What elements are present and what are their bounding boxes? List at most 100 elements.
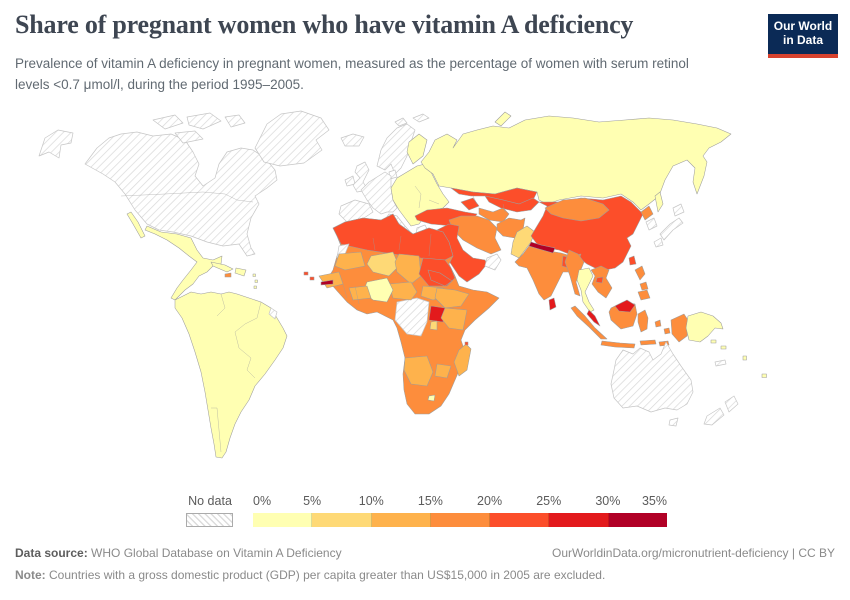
region-indonesia[interactable] xyxy=(570,305,608,340)
region-new-caledonia[interactable] xyxy=(714,359,727,367)
region-australia[interactable] xyxy=(668,417,679,427)
region-mauritania[interactable] xyxy=(334,251,366,271)
region-pacific-islands[interactable] xyxy=(761,373,767,378)
region-japan[interactable] xyxy=(672,203,685,217)
region-lesser-antilles[interactable] xyxy=(252,273,256,277)
legend-tick-0%: 0% xyxy=(253,494,272,508)
legend-segment-30–35%[interactable] xyxy=(608,513,667,527)
footer-source-label: Data source: xyxy=(15,546,88,560)
region-papua-new-guinea[interactable] xyxy=(685,311,724,343)
region-zimbabwe[interactable] xyxy=(434,363,452,379)
legend-segment-10–15%[interactable] xyxy=(371,513,431,527)
region-russia[interactable] xyxy=(494,111,512,127)
region-new-zealand[interactable] xyxy=(724,395,739,413)
region-french-guiana[interactable] xyxy=(268,307,278,320)
legend-nodata-swatch[interactable] xyxy=(186,513,233,527)
region-thailand[interactable] xyxy=(576,267,595,313)
region-kenya[interactable] xyxy=(440,307,468,331)
region-russia[interactable] xyxy=(654,191,664,213)
region-myanmar[interactable] xyxy=(564,249,585,297)
region-rwanda-burundi[interactable] xyxy=(429,320,438,331)
region-new-zealand[interactable] xyxy=(703,407,725,426)
region-cuba[interactable] xyxy=(210,261,234,273)
region-lesser-antilles[interactable] xyxy=(254,279,258,283)
region-sri-lanka[interactable] xyxy=(548,297,557,311)
region-china[interactable] xyxy=(595,276,604,284)
region-pacific-islands[interactable] xyxy=(710,339,717,344)
region-japan[interactable] xyxy=(659,217,684,241)
region-russia[interactable] xyxy=(420,115,732,211)
region-indonesia[interactable] xyxy=(637,309,649,333)
region-australia[interactable] xyxy=(610,341,694,413)
region-comoros[interactable] xyxy=(464,341,469,346)
region-jamaica[interactable] xyxy=(224,272,232,278)
legend-tick-30%: 30% xyxy=(595,494,621,508)
region-malaysia[interactable] xyxy=(614,299,636,313)
region-indonesia[interactable] xyxy=(600,340,636,349)
legend-segment-25–30%[interactable] xyxy=(549,513,609,527)
region-greenland[interactable] xyxy=(254,110,330,167)
region-namibia-botswana[interactable] xyxy=(403,355,434,387)
region-philippines[interactable] xyxy=(639,281,649,291)
region-dr-congo[interactable] xyxy=(394,297,430,337)
region-north-africa[interactable] xyxy=(332,213,454,261)
footer-url-link[interactable]: OurWorldinData.org/micronutrient-deficie… xyxy=(552,546,835,560)
region-north-korea[interactable] xyxy=(640,205,654,221)
region-cape-verde[interactable] xyxy=(309,276,315,281)
region-arctic-islands[interactable] xyxy=(224,114,246,128)
region-gambia[interactable] xyxy=(320,279,334,286)
region-eritrea[interactable] xyxy=(427,269,453,287)
region-taiwan[interactable] xyxy=(628,255,637,266)
region-oman-uae[interactable] xyxy=(484,253,502,271)
region-indonesia[interactable] xyxy=(670,313,689,343)
legend-segment-15–20%[interactable] xyxy=(430,513,491,527)
region-baja[interactable] xyxy=(126,211,146,239)
region-lesser-antilles[interactable] xyxy=(253,285,257,289)
region-indonesia[interactable] xyxy=(639,339,657,346)
region-finland[interactable] xyxy=(406,133,428,165)
legend-segment-0–5%[interactable] xyxy=(253,513,313,527)
region-mexico-central-america[interactable] xyxy=(144,225,223,301)
region-niger[interactable] xyxy=(366,251,400,277)
region-pacific-islands[interactable] xyxy=(720,345,727,350)
region-pacific-islands[interactable] xyxy=(742,355,747,361)
region-caucasus[interactable] xyxy=(460,197,480,211)
region-south-korea[interactable] xyxy=(645,217,658,231)
owid-logo[interactable]: Our World in Data xyxy=(768,14,838,58)
region-south-america[interactable] xyxy=(174,291,288,459)
legend-ticks: 0% 5% 10% 15% 20% 25% 30% 35% xyxy=(253,494,667,510)
region-japan[interactable] xyxy=(653,237,664,248)
world-choropleth-map xyxy=(25,108,825,480)
region-iceland[interactable] xyxy=(340,133,365,147)
region-turkmenistan[interactable] xyxy=(478,207,510,223)
region-arctic-islands[interactable] xyxy=(152,114,184,130)
region-malaysia[interactable] xyxy=(586,309,601,327)
region-iberia[interactable] xyxy=(338,199,374,223)
region-indonesia[interactable] xyxy=(663,327,671,335)
region-pakistan[interactable] xyxy=(510,225,536,259)
region-ethiopia[interactable] xyxy=(434,287,470,309)
world-map-svg xyxy=(38,110,767,459)
region-svalbard[interactable] xyxy=(394,117,408,127)
region-lesotho[interactable] xyxy=(427,394,436,402)
region-mongolia[interactable] xyxy=(544,197,610,222)
legend-segment-20–25%[interactable] xyxy=(490,513,550,527)
region-central-asia[interactable] xyxy=(484,195,540,213)
region-cameroon[interactable] xyxy=(388,281,418,301)
region-hispaniola[interactable] xyxy=(234,267,247,277)
region-iran[interactable] xyxy=(448,215,502,255)
region-alaska[interactable] xyxy=(38,129,74,159)
legend-segment-5–10%[interactable] xyxy=(312,513,372,527)
region-west-africa-light[interactable] xyxy=(348,285,372,301)
region-philippines[interactable] xyxy=(637,289,651,301)
region-cape-verde[interactable] xyxy=(303,271,309,276)
region-western-europe[interactable] xyxy=(360,171,398,215)
owid-logo-line1: Our World xyxy=(773,19,833,34)
region-svalbard[interactable] xyxy=(412,113,430,123)
region-indonesia[interactable] xyxy=(654,319,662,328)
region-nepal[interactable] xyxy=(528,241,556,254)
region-philippines[interactable] xyxy=(634,265,646,281)
region-arctic-islands[interactable] xyxy=(174,130,204,144)
region-arctic-islands[interactable] xyxy=(186,112,222,130)
legend-nodata-label: No data xyxy=(188,494,232,508)
